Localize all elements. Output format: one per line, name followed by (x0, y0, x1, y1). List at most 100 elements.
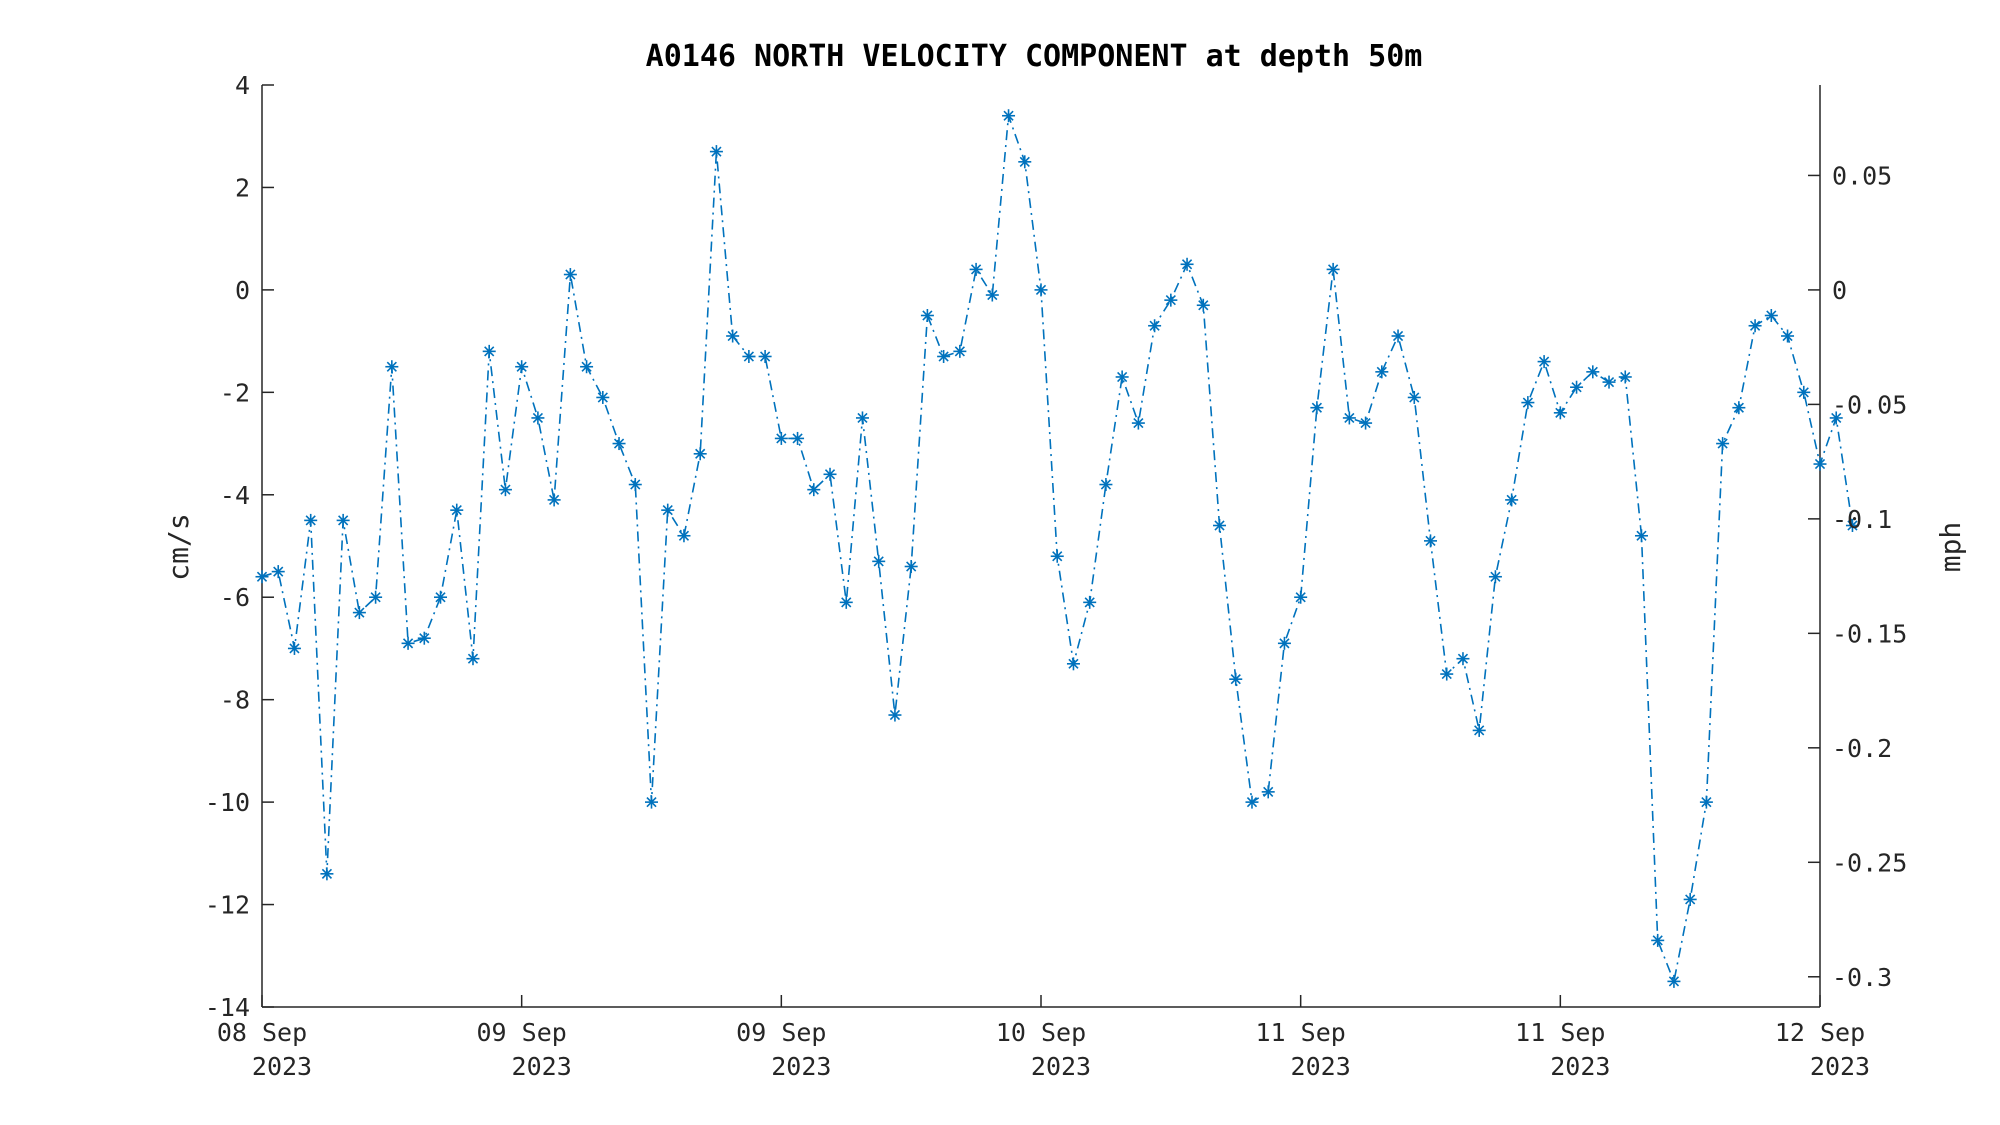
y-tick-label-left: 4 (235, 71, 250, 100)
data-point (1261, 785, 1275, 799)
data-point (1505, 493, 1519, 507)
data-point (287, 641, 301, 655)
y-tick-label-left: -10 (205, 788, 250, 817)
data-point (369, 590, 383, 604)
data-point (466, 652, 480, 666)
x-tick-label-day: 11 Sep (1256, 1018, 1346, 1047)
data-point (1083, 595, 1097, 609)
data-point (1488, 570, 1502, 584)
data-point (1602, 375, 1616, 389)
data-point (920, 309, 934, 322)
data-point (1050, 549, 1064, 563)
data-point (1781, 329, 1795, 343)
data-point (1634, 529, 1648, 543)
data-point (1651, 933, 1665, 947)
data-point (888, 708, 902, 722)
x-tick-label-day: 08 Sep (217, 1018, 307, 1047)
data-point (628, 478, 642, 492)
data-point (823, 467, 837, 481)
data-point (726, 329, 740, 343)
y-tick-label-right: -0.2 (1832, 734, 1892, 763)
data-point (434, 590, 448, 604)
x-tick-label-year: 2023 (1291, 1052, 1351, 1081)
data-point (1424, 534, 1437, 548)
y-axis-label-right: mph (1934, 522, 1967, 573)
data-point (385, 360, 399, 374)
data-point (563, 268, 577, 282)
x-tick-label-year: 2023 (252, 1052, 312, 1081)
data-point (1537, 355, 1551, 369)
data-point (661, 503, 675, 517)
data-point (1375, 365, 1389, 379)
data-point (969, 262, 983, 276)
x-tick-label-year: 2023 (771, 1052, 831, 1081)
x-tick-label-day: 09 Sep (477, 1018, 567, 1047)
data-point (1294, 590, 1308, 604)
data-point (336, 513, 350, 527)
tick-marks (261, 84, 1821, 1008)
data-point (758, 349, 772, 363)
data-point (774, 431, 788, 445)
data-point (515, 360, 529, 374)
data-point (677, 529, 691, 543)
data-point (693, 447, 707, 461)
data-point (547, 493, 561, 507)
axes (261, 85, 1821, 1008)
data-point (255, 570, 269, 584)
data-point (1148, 319, 1162, 333)
y-tick-label-right: -0.3 (1832, 963, 1892, 992)
data-point (953, 344, 967, 358)
data-point (645, 795, 658, 809)
x-tick-label-year: 2023 (1550, 1052, 1610, 1081)
x-tick-label-day: 12 Sep (1775, 1018, 1865, 1047)
data-point (791, 431, 805, 445)
data-point (1618, 370, 1632, 384)
x-tick-label-day: 10 Sep (996, 1018, 1086, 1047)
data-point (531, 411, 545, 425)
data-point (1359, 416, 1373, 430)
y-tick-label-right: -0.1 (1832, 505, 1892, 534)
data-point (904, 559, 918, 573)
data-point (1213, 519, 1227, 533)
series-line (261, 115, 1854, 985)
data-point (580, 360, 594, 374)
data-point (1716, 437, 1730, 451)
x-tick-label-year: 2023 (1810, 1052, 1870, 1081)
data-point (1440, 667, 1454, 681)
data-point (1797, 385, 1811, 399)
data-point (1245, 795, 1259, 809)
data-point (304, 513, 318, 527)
y-tick-label-right: 0.05 (1832, 161, 1892, 190)
data-point (1667, 974, 1681, 988)
data-point (1277, 636, 1291, 650)
chart-title: A0146 NORTH VELOCITY COMPONENT at depth … (646, 39, 1423, 74)
data-point (1407, 390, 1421, 404)
data-point (839, 595, 853, 609)
data-point (1018, 155, 1032, 169)
y-tick-label-left: 2 (235, 173, 250, 202)
data-point (1342, 411, 1356, 425)
y-tick-label-left: -6 (220, 583, 250, 612)
data-point (1180, 257, 1194, 271)
data-point (1034, 283, 1048, 297)
data-point (855, 411, 869, 425)
data-point (1131, 416, 1145, 430)
data-point (1164, 293, 1178, 307)
data-point (1472, 723, 1486, 737)
data-point (1326, 262, 1340, 276)
data-point (1764, 309, 1778, 322)
data-point (937, 349, 951, 363)
x-tick-label-day: 11 Sep (1515, 1018, 1605, 1047)
data-point (1115, 370, 1129, 384)
data-point (352, 606, 366, 620)
y-axis-label-left: cm/s (162, 513, 195, 580)
data-point (985, 288, 999, 302)
data-point (1310, 401, 1324, 415)
data-point (1570, 380, 1584, 394)
y-tick-label-right: -0.15 (1832, 619, 1907, 648)
y-tick-label-left: 0 (235, 276, 250, 305)
data-point (1196, 298, 1210, 312)
data-point (450, 503, 464, 517)
y-tick-label-left: -4 (220, 481, 250, 510)
